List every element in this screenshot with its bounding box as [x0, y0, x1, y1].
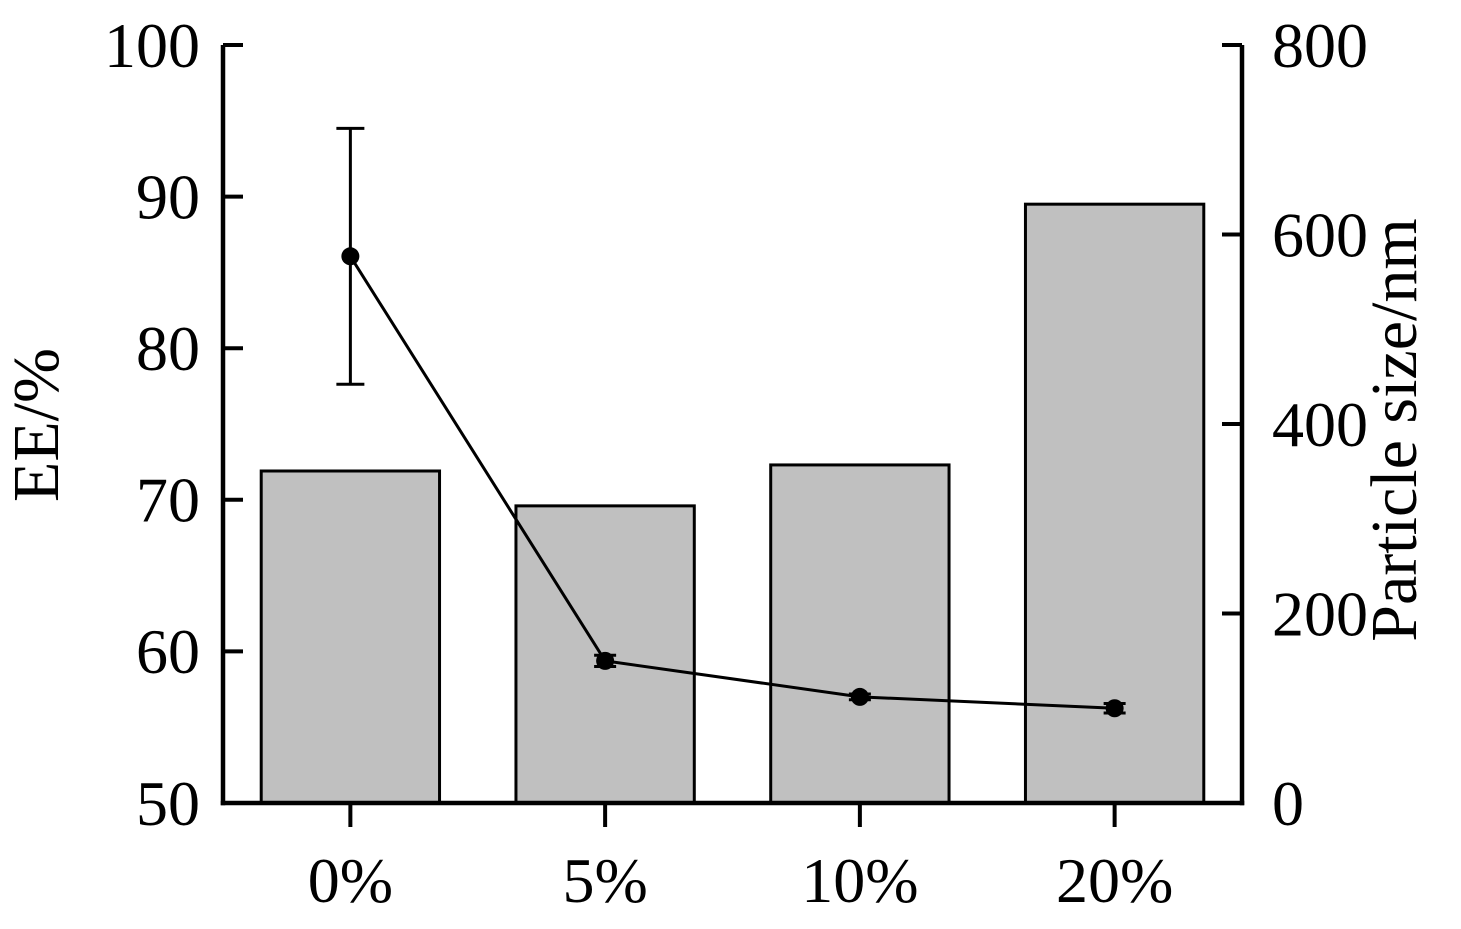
left-axis-tick-label: 100: [104, 10, 200, 81]
left-axis-tick-label: 60: [136, 616, 200, 687]
ee-bar-0%: [259, 469, 442, 805]
left-axis-tick-label: 80: [136, 313, 200, 384]
x-category-label: 5%: [562, 845, 647, 916]
left-axis-title: EE/%: [0, 348, 73, 502]
particle-size-point-20%: [1105, 699, 1124, 718]
right-axis-tick-label: 0: [1272, 768, 1304, 839]
ee-bar-10%: [769, 463, 951, 805]
x-category-label: 0%: [308, 845, 393, 916]
x-category-label: 10%: [801, 845, 918, 916]
left-axis-tick-label: 90: [136, 161, 200, 232]
right-axis-tick-label: 800: [1272, 10, 1368, 81]
particle-size-point-10%: [850, 687, 869, 706]
right-axis-tick-label: 600: [1272, 199, 1368, 270]
x-category-label: 20%: [1056, 845, 1173, 916]
right-axis-tick-label: 200: [1272, 578, 1368, 649]
particle-size-point-0%: [341, 247, 360, 266]
left-axis-tick-label: 70: [136, 465, 200, 536]
particle-size-line: [349, 255, 1115, 710]
right-axis-title: Particle size/nm: [1358, 218, 1431, 641]
left-axis-tick-label: 50: [136, 768, 200, 839]
particle-size-point-5%: [596, 651, 615, 670]
right-axis-tick-label: 400: [1272, 389, 1368, 460]
